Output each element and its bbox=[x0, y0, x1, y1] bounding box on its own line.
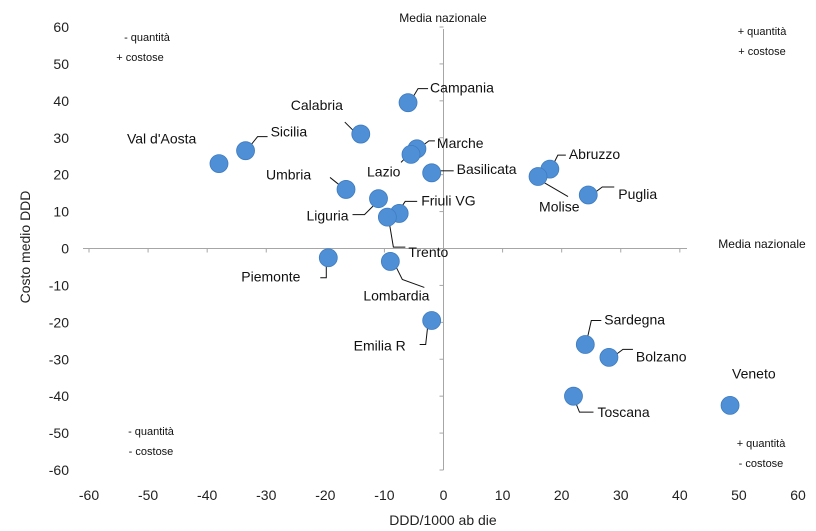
point-label: Sardegna bbox=[604, 311, 665, 327]
x-tick-label: 60 bbox=[790, 487, 806, 503]
y-tick-label: -50 bbox=[49, 425, 69, 441]
leader-line bbox=[344, 121, 354, 131]
data-point bbox=[422, 311, 442, 330]
quadrant-bottom-right-line2: - costose bbox=[739, 458, 784, 470]
axes bbox=[83, 26, 687, 471]
x-tick-label: 20 bbox=[554, 487, 570, 503]
y-axis-title: Costo medio DDD bbox=[17, 191, 33, 304]
x-tick-label: -40 bbox=[197, 487, 217, 503]
point-label: Lombardia bbox=[363, 287, 429, 303]
point-label: Campania bbox=[430, 80, 494, 96]
x-tick-label: -20 bbox=[315, 487, 335, 503]
y-tick-label: -20 bbox=[49, 314, 69, 330]
y-tick-label: 10 bbox=[53, 204, 69, 220]
y-tick-label: 0 bbox=[61, 241, 69, 257]
data-point bbox=[564, 386, 583, 406]
data-point bbox=[599, 348, 619, 367]
y-tick-label: 40 bbox=[53, 93, 69, 109]
y-tick-label: -30 bbox=[49, 351, 69, 367]
point-label: Umbria bbox=[266, 166, 311, 182]
point-label: Veneto bbox=[732, 365, 776, 381]
point-label: Toscana bbox=[597, 404, 649, 420]
leader-line bbox=[586, 319, 602, 339]
point-label: Bolzano bbox=[636, 348, 687, 364]
leader-line bbox=[543, 182, 569, 197]
data-point bbox=[575, 335, 595, 354]
leader-line bbox=[320, 263, 327, 279]
point-label: Molise bbox=[539, 199, 580, 215]
leader-line bbox=[614, 348, 633, 356]
point-label: Sicilia bbox=[271, 124, 308, 140]
data-point bbox=[422, 163, 442, 183]
x-tick-label: 30 bbox=[613, 487, 629, 503]
tick-labels: -60 -50 -40 -30 -20 -10 0 10 20 30 40 50 60 60 50 40 30 2… bbox=[49, 19, 806, 503]
data-point bbox=[377, 207, 397, 227]
y-tick-label: 60 bbox=[53, 19, 69, 35]
quadrant-top-right-line1: + quantità bbox=[738, 26, 788, 38]
data-point bbox=[528, 167, 548, 186]
quadrant-bottom-right-line1: + quantità bbox=[737, 438, 787, 450]
data-point bbox=[369, 189, 388, 209]
data-point bbox=[336, 180, 356, 199]
data-point bbox=[380, 252, 400, 271]
data-point bbox=[401, 144, 421, 164]
x-tick-label: -50 bbox=[138, 487, 158, 503]
y-tick-label: 20 bbox=[53, 167, 69, 183]
y-tick-label: -10 bbox=[49, 277, 69, 293]
x-tick-label: 40 bbox=[672, 487, 688, 503]
point-label: Basilicata bbox=[457, 161, 517, 177]
quadrant-top-left-line1: - quantità bbox=[124, 32, 171, 44]
data-point bbox=[318, 248, 338, 268]
point-label: Marche bbox=[437, 135, 484, 151]
y-tick-label: 30 bbox=[53, 130, 69, 146]
quadrant-top-right-line2: + costose bbox=[738, 46, 785, 58]
point-label: Trento bbox=[408, 244, 448, 260]
point-labels: Val d'Aosta Sicilia Calabria Campania Marche… bbox=[127, 80, 776, 420]
x-axis-title: DDD/1000 ab die bbox=[389, 512, 497, 528]
quadrant-bottom-left-line1: - quantità bbox=[128, 426, 175, 438]
x-tick-label: -60 bbox=[79, 487, 99, 503]
point-label: Friuli VG bbox=[421, 192, 475, 208]
point-label: Val d'Aosta bbox=[127, 131, 197, 147]
data-point bbox=[351, 124, 371, 144]
data-point bbox=[578, 185, 598, 205]
x-tick-label: 10 bbox=[495, 487, 511, 503]
point-label: Lazio bbox=[367, 163, 401, 179]
x-tick-label: 0 bbox=[440, 487, 448, 503]
point-label: Puglia bbox=[618, 186, 657, 202]
horizontal-reference-label: Media nazionale bbox=[718, 237, 806, 251]
vertical-reference-label: Media nazionale bbox=[399, 11, 487, 25]
y-tick-label: 50 bbox=[53, 56, 69, 72]
point-label: Piemonte bbox=[241, 269, 300, 285]
point-label: Calabria bbox=[291, 97, 343, 113]
x-tick-label: -30 bbox=[256, 487, 276, 503]
leader-line bbox=[249, 136, 268, 147]
quadrant-bottom-left-line2: - costose bbox=[129, 446, 174, 458]
data-point bbox=[398, 93, 418, 113]
y-tick-label: -60 bbox=[49, 462, 69, 478]
leader-line bbox=[395, 267, 425, 288]
y-tick-label: -40 bbox=[49, 388, 69, 404]
x-tick-label: -10 bbox=[374, 487, 394, 503]
quadrant-top-left-line2: + costose bbox=[116, 52, 163, 64]
leader-line bbox=[419, 326, 429, 345]
leader-line bbox=[352, 204, 375, 216]
leader-line bbox=[593, 186, 615, 194]
point-label: Liguria bbox=[307, 208, 349, 224]
data-point bbox=[720, 395, 740, 415]
leader-line bbox=[411, 88, 429, 99]
leader-line bbox=[388, 223, 406, 248]
data-point bbox=[236, 141, 255, 161]
leader-line bbox=[575, 401, 594, 413]
point-label: Emilia R bbox=[354, 337, 406, 353]
data-point bbox=[209, 154, 229, 173]
data-points bbox=[209, 93, 740, 415]
x-tick-label: 50 bbox=[731, 487, 747, 503]
point-label: Abruzzo bbox=[569, 146, 621, 162]
